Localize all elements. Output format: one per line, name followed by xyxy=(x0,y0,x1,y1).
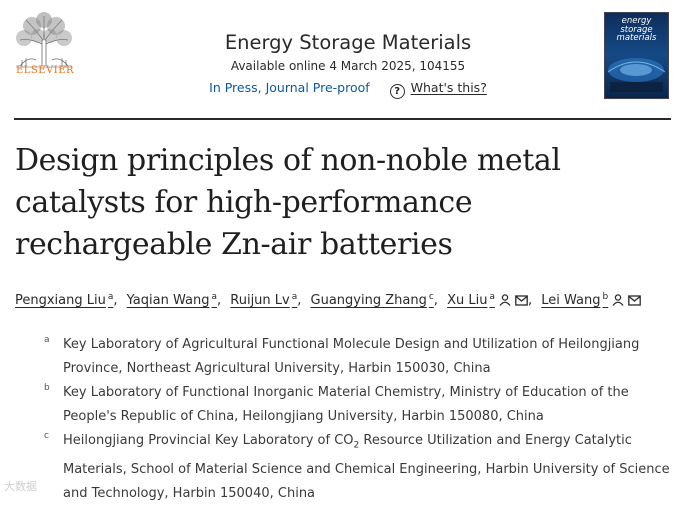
envelope-icon xyxy=(628,295,642,306)
corresponding-author-link[interactable]: Xu Liu a xyxy=(447,292,528,308)
author-separator: , xyxy=(113,293,118,308)
author-name: Ruijun Lv xyxy=(230,293,290,308)
question-circle-icon[interactable]: ? xyxy=(389,84,405,99)
affiliation-item: a Key Laboratory of Agricultural Functio… xyxy=(44,333,674,381)
elsevier-logo[interactable] xyxy=(12,10,76,80)
author-name: Xu Liu xyxy=(447,293,488,308)
publisher-name: ELSEVIER xyxy=(15,65,75,76)
journal-info: Energy Storage Materials Available onlin… xyxy=(120,30,576,99)
author-separator: , xyxy=(527,293,533,308)
author-link[interactable]: Guangying Zhang c xyxy=(310,292,434,308)
whats-this-link[interactable]: What's this? xyxy=(410,80,487,95)
header-divider xyxy=(14,118,671,120)
cover-line-3: materials xyxy=(616,33,657,43)
affiliation-label: c xyxy=(44,431,49,441)
author-name: Pengxiang Liu xyxy=(15,293,106,308)
affiliation-list: a Key Laboratory of Agricultural Functio… xyxy=(44,333,674,506)
author-link[interactable]: Ruijun Lv a xyxy=(230,292,298,308)
person-icon xyxy=(612,294,624,306)
status-row: In Press, Journal Pre-proof ? What's thi… xyxy=(120,80,576,99)
person-icon xyxy=(499,294,511,306)
availability-text: Available online 4 March 2025, 104155 xyxy=(230,59,466,73)
affiliation-text: Key Laboratory of Agricultural Functiona… xyxy=(63,337,640,376)
article-header: ELSEVIER Energy Storage Materials Availa… xyxy=(0,0,677,118)
affiliation-item: c Heilongjiang Provincial Key Laboratory… xyxy=(44,429,674,506)
in-press-status: In Press, Journal Pre-proof xyxy=(209,80,370,95)
elsevier-tree-logo-icon xyxy=(12,10,76,68)
affiliation-text: Key Laboratory of Functional Inorganic M… xyxy=(63,385,629,424)
cover-title: energy storage materials xyxy=(604,17,669,43)
author-link[interactable]: Pengxiang Liu a xyxy=(15,292,114,308)
affiliation-label: a xyxy=(44,335,50,345)
journal-title-link[interactable]: Energy Storage Materials xyxy=(224,31,472,54)
journal-cover-image[interactable]: energy storage materials xyxy=(604,12,669,99)
author-affiliation-ref: a xyxy=(489,292,495,302)
cover-line-1: energy xyxy=(621,16,652,26)
author-link[interactable]: Yaqian Wang a xyxy=(126,292,217,308)
author-separator: , xyxy=(433,293,438,308)
envelope-icon xyxy=(515,295,528,306)
affiliation-text-start: Heilongjiang Provincial Key Laboratory o… xyxy=(63,433,354,448)
author-name: Lei Wang xyxy=(541,293,601,308)
affiliation-item: b Key Laboratory of Functional Inorganic… xyxy=(44,381,674,429)
author-affiliation-ref: a xyxy=(107,292,114,302)
author-separator: , xyxy=(297,293,302,308)
cover-line-2: storage xyxy=(620,24,653,35)
author-affiliation-ref: b xyxy=(602,292,609,302)
watermark: 大数据 xyxy=(4,480,37,493)
author-name: Guangying Zhang xyxy=(310,293,427,308)
affiliation-subscript: 2 xyxy=(353,440,360,451)
author-affiliation-ref: a xyxy=(291,292,298,302)
author-name: Yaqian Wang xyxy=(126,293,210,308)
author-affiliation-ref: a xyxy=(211,292,217,302)
cover-art xyxy=(604,12,669,99)
author-separator: , xyxy=(216,293,222,308)
corresponding-author-link[interactable]: Lei Wang b xyxy=(541,292,642,308)
author-list: Pengxiang Liu a, Yaqian Wang a, Ruijun Lv a… xyxy=(15,288,677,310)
article-title: Design principles of non-noble metal cat… xyxy=(15,143,561,262)
affiliation-text-end: Resource Utilization and Energy Catalyti… xyxy=(63,433,670,501)
affiliation-label: b xyxy=(44,383,50,393)
author-affiliation-ref: c xyxy=(428,292,434,302)
